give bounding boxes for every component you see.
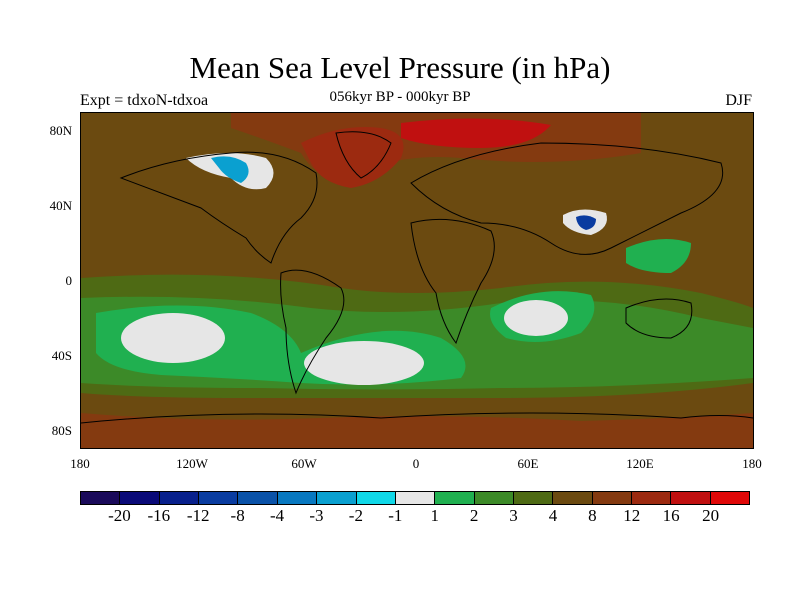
- colorbar-swatch: [671, 492, 711, 504]
- y-tick-label: 0: [65, 273, 73, 288]
- colorbar-label: 3: [509, 506, 518, 525]
- colorbar-label: 20: [702, 506, 720, 525]
- colorbar-swatch: [120, 492, 160, 504]
- eurasia-outline: [410, 142, 723, 255]
- colorbar-label: 1: [430, 506, 439, 525]
- north-america-outline: [119, 151, 318, 264]
- colorbar-swatch: [592, 492, 633, 504]
- south-polar-anomaly: [81, 413, 753, 448]
- season-label: DJF: [725, 92, 752, 109]
- experiment-label: Expt = tdxoN-tdxoa: [80, 92, 209, 109]
- colorbar-swatch: [356, 492, 396, 504]
- colorbar-swatch: [159, 492, 200, 504]
- x-tick-label: 120E: [626, 456, 654, 471]
- colorbar-label: 16: [662, 506, 680, 525]
- colorbar-label: 8: [588, 506, 597, 525]
- x-tick-label: 60W: [291, 456, 317, 471]
- y-tick-label: 40N: [49, 198, 72, 213]
- colorbar-swatch: [199, 492, 239, 504]
- y-tick-label: 80S: [51, 423, 72, 438]
- west-pacific-2: [626, 239, 691, 273]
- arctic-max: [401, 118, 551, 148]
- africa-outline: [410, 218, 495, 345]
- south-pacific-low-zone: [121, 313, 225, 363]
- north-atlantic-max: [301, 127, 404, 188]
- colorbar-swatch: [513, 492, 554, 504]
- colorbar-swatch: [710, 492, 750, 504]
- x-tick-label: 180: [742, 456, 762, 471]
- colorbar-swatch: [317, 492, 357, 504]
- x-tick-label: 60E: [517, 456, 539, 471]
- australia-outline: [625, 298, 693, 339]
- colorbar-swatch: [553, 492, 593, 504]
- south-america-outline: [280, 269, 345, 395]
- colorbar-label: 4: [548, 506, 558, 525]
- x-tick-label: 120W: [176, 456, 208, 471]
- y-tick-label: 40S: [51, 348, 72, 363]
- colorbar-label: -16: [147, 506, 171, 525]
- colorbar-label: -20: [108, 506, 131, 525]
- south-atlantic-low-zone: [304, 341, 424, 385]
- canada-anomaly-inner: [211, 156, 249, 183]
- colorbar-label: -1: [388, 506, 403, 525]
- colorbar-label: -8: [230, 506, 245, 525]
- pressure-anomaly-map: [81, 113, 753, 448]
- colorbar-label: -4: [269, 506, 285, 525]
- colorbar-swatch: [277, 492, 318, 504]
- colorbar: [80, 491, 750, 505]
- colorbar-swatch: [435, 492, 475, 504]
- indian-ocean-low-zone: [504, 300, 568, 336]
- greenland-outline: [335, 131, 392, 179]
- colorbar-swatch: [81, 492, 121, 504]
- colorbar-swatch: [632, 492, 672, 504]
- antarctica-outline: [81, 412, 753, 424]
- y-tick-label: 80N: [49, 123, 72, 138]
- colorbar-label: -2: [348, 506, 363, 525]
- colorbar-label: -3: [309, 506, 324, 525]
- tibet-anomaly-inner: [576, 215, 596, 230]
- chart-subtitle: 056kyr BP - 000kyr BP: [329, 89, 471, 105]
- chart-title: Mean Sea Level Pressure (in hPa): [189, 50, 611, 85]
- x-tick-label: 0: [412, 456, 420, 471]
- colorbar-swatch: [238, 492, 278, 504]
- colorbar-label: 12: [623, 506, 641, 525]
- colorbar-swatch: [395, 492, 436, 504]
- map-panel: [80, 112, 754, 449]
- colorbar-swatch: [474, 492, 514, 504]
- colorbar-label: -12: [186, 506, 210, 525]
- colorbar-label: 2: [469, 506, 479, 525]
- x-tick-label: 180: [70, 456, 90, 471]
